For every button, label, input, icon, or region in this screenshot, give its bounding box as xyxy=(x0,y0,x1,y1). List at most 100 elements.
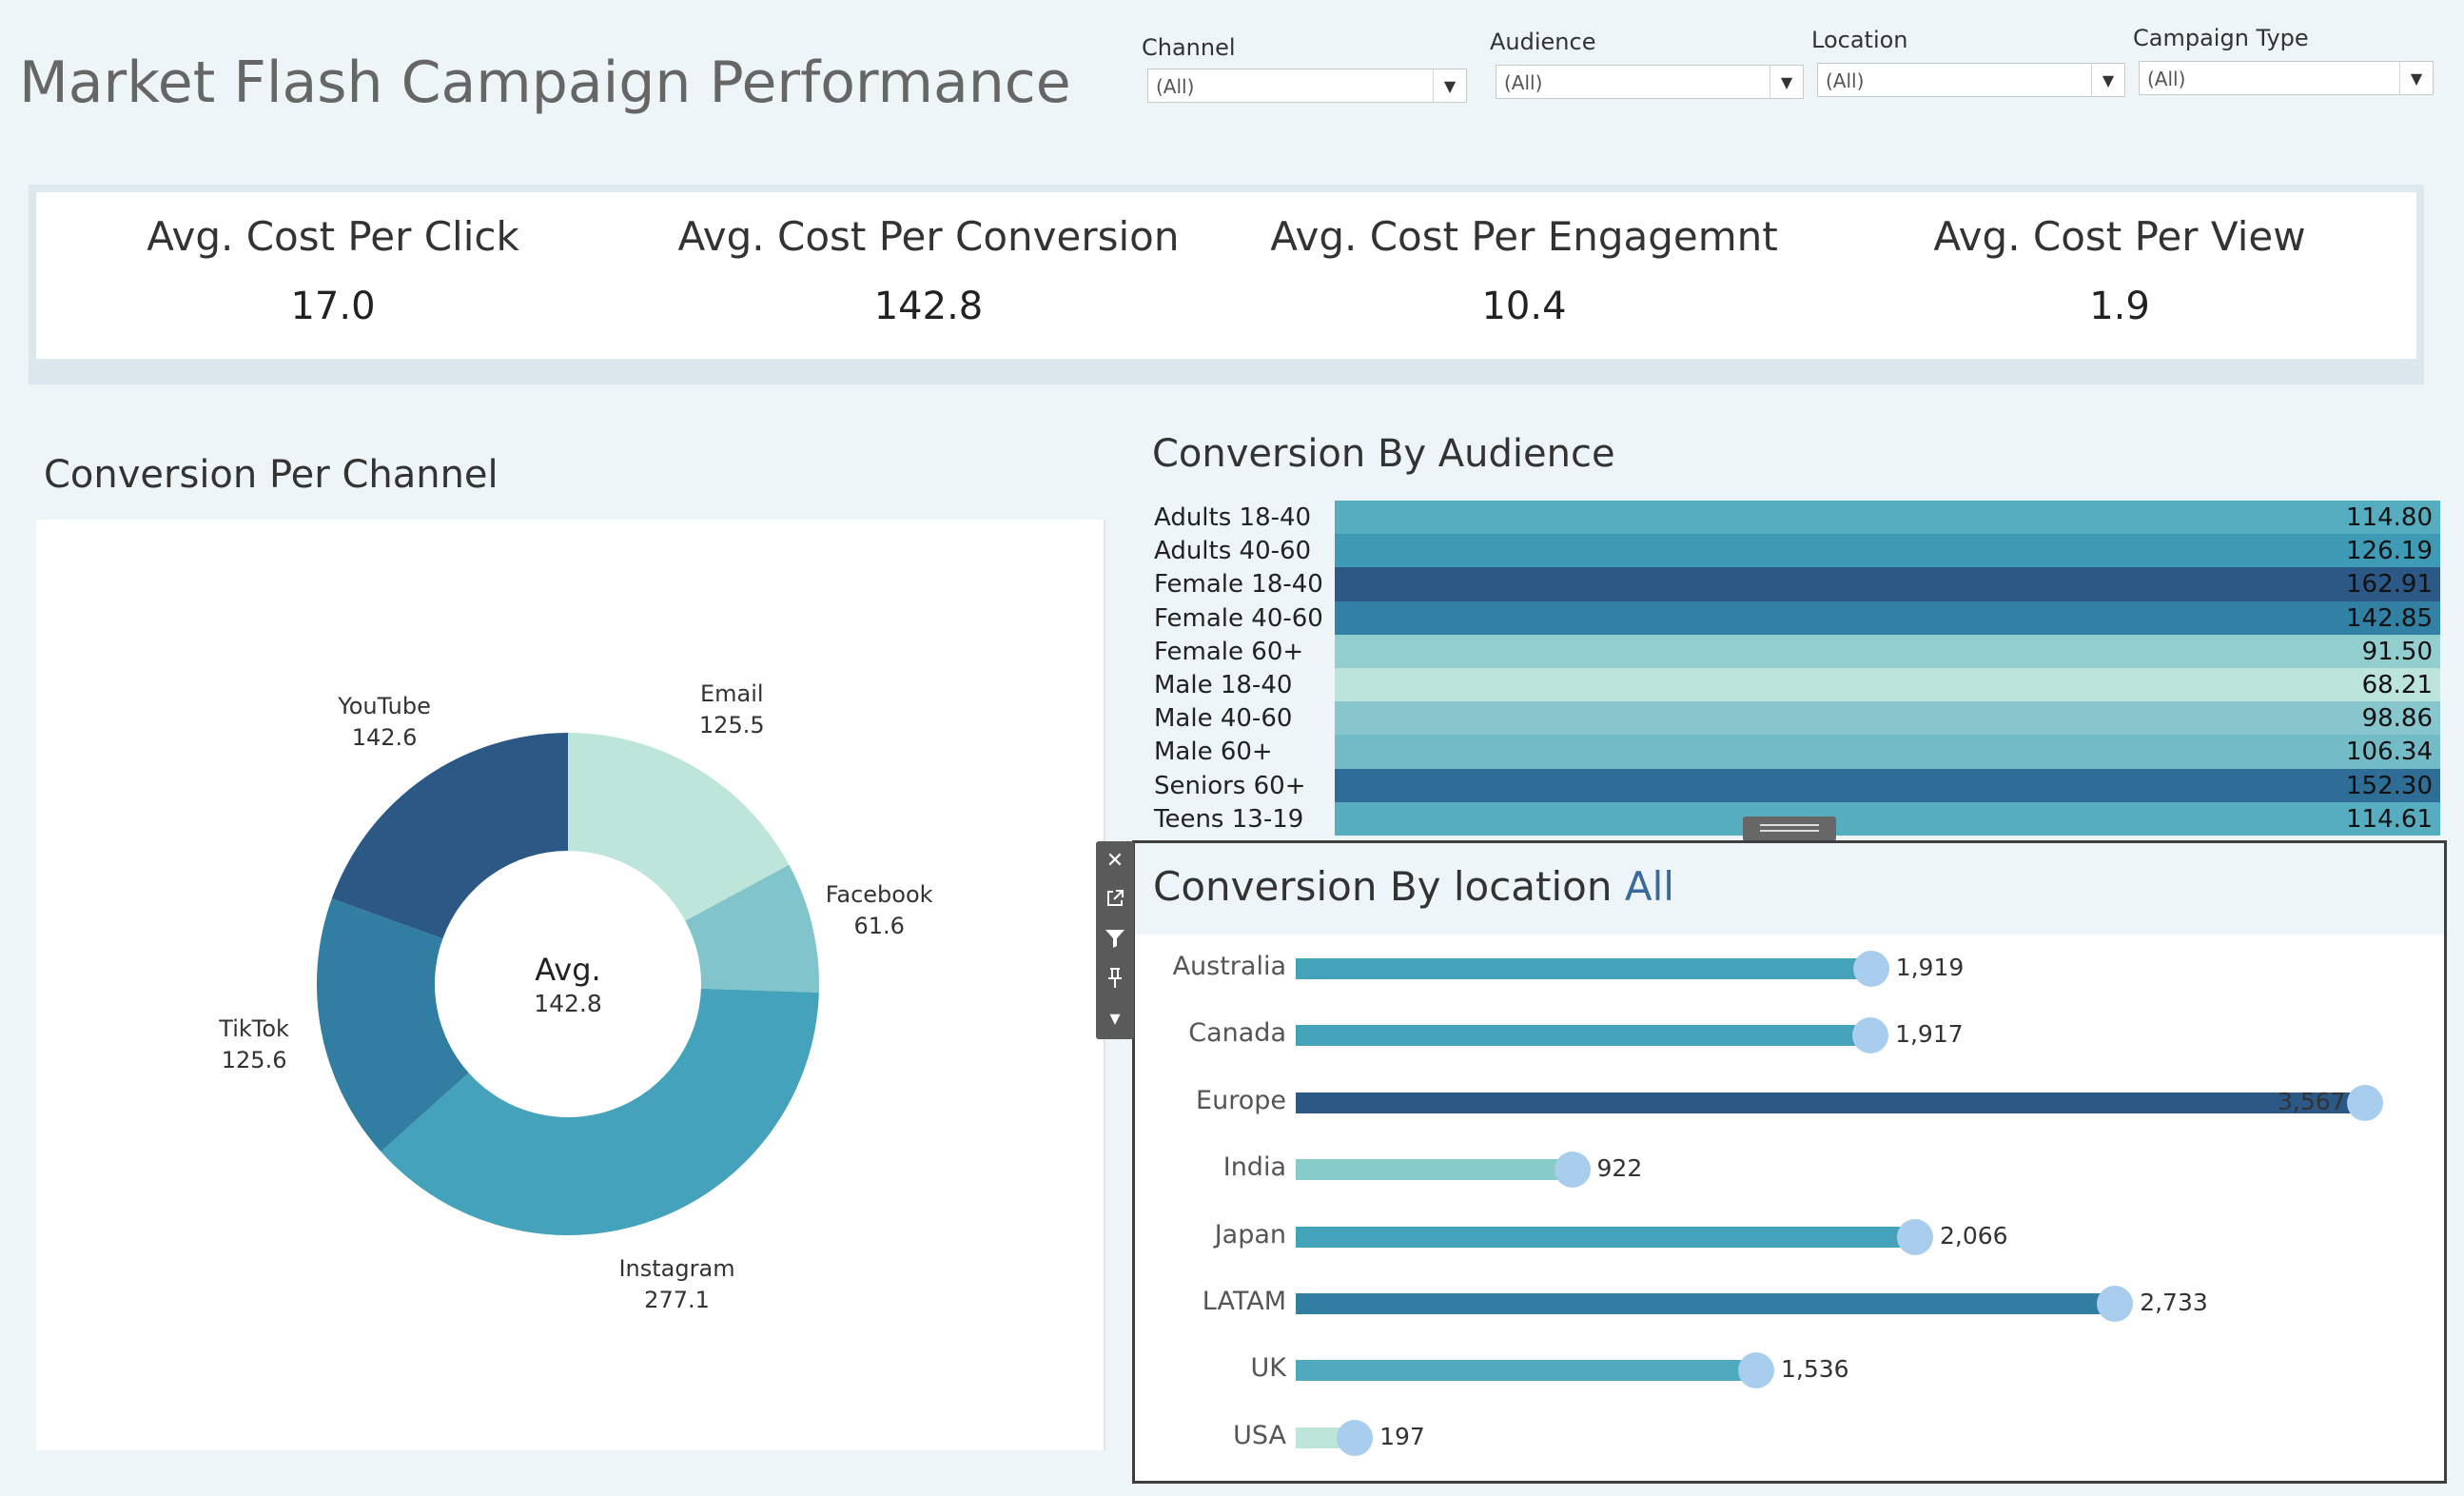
heatmap-row-label: Male 40-60 xyxy=(1154,704,1293,734)
filter-dropdown-campaign-type[interactable]: (All) ▼ xyxy=(2139,61,2434,95)
donut-label-facebook: Facebook 61.6 xyxy=(803,879,955,942)
donut-label-tiktok: TikTok 125.6 xyxy=(178,1014,330,1076)
location-bar-india[interactable] xyxy=(1296,1159,1573,1181)
pin-icon[interactable] xyxy=(1096,959,1134,997)
heatmap-row[interactable]: Male 18-40 68.21 xyxy=(1144,667,2440,702)
location-value-europe: 3,567 xyxy=(2278,1087,2346,1115)
location-dot-usa[interactable] xyxy=(1337,1419,1374,1456)
filter-label-audience: Audience xyxy=(1490,29,1596,55)
resize-grip[interactable] xyxy=(1743,817,1836,841)
kpi-title: Avg. Cost Per Conversion xyxy=(677,213,1180,260)
kpi-value: 17.0 xyxy=(290,285,376,328)
filter-dropdown-location[interactable]: (All) ▼ xyxy=(1817,63,2125,97)
heatmap-row[interactable]: Male 40-60 98.86 xyxy=(1144,701,2440,736)
location-dot-japan[interactable] xyxy=(1897,1218,1934,1255)
heatmap-cell-value: 162.91 xyxy=(2346,570,2433,600)
heatmap-cell-value: 91.50 xyxy=(2361,637,2433,666)
location-bar-australia[interactable] xyxy=(1296,958,1871,979)
heatmap-cell-seniors-60[interactable]: 152.30 xyxy=(1335,768,2440,802)
slice-label-name: Facebook xyxy=(825,881,933,909)
filter-label-location: Location xyxy=(1811,27,1908,53)
worksheet-toolbar: ✕ ▾ xyxy=(1096,841,1134,1039)
chevron-down-icon[interactable]: ▼ xyxy=(2399,62,2433,94)
heatmap-row[interactable]: Female 60+ 91.50 xyxy=(1144,634,2440,668)
kpi-value: 1.9 xyxy=(2089,285,2150,328)
location-bar-latam[interactable] xyxy=(1296,1293,2116,1314)
filter-label-campaign-type: Campaign Type xyxy=(2133,25,2309,51)
location-dot-india[interactable] xyxy=(1554,1152,1591,1189)
slice-label-name: Email xyxy=(699,679,764,707)
location-label-europe: Europe xyxy=(1196,1085,1286,1115)
location-label-australia: Australia xyxy=(1172,952,1286,981)
heatmap-row[interactable]: Adults 18-40 114.80 xyxy=(1144,501,2440,535)
kpi-cost-per-conversion: Avg. Cost Per Conversion 142.8 xyxy=(634,213,1223,328)
location-title-text: Conversion By location xyxy=(1153,863,1625,910)
close-icon[interactable]: ✕ xyxy=(1105,848,1124,873)
heatmap-row[interactable]: Male 60+ 106.34 xyxy=(1144,735,2440,769)
heatmap-cell-female-40-60[interactable]: 142.85 xyxy=(1335,600,2440,635)
heatmap-cell-value: 106.34 xyxy=(2346,738,2433,767)
filter-dropdown-audience[interactable]: (All) ▼ xyxy=(1496,65,1804,99)
heatmap-cell-adults-18-40[interactable]: 114.80 xyxy=(1335,501,2440,535)
location-bar-uk[interactable] xyxy=(1296,1360,1756,1382)
kpi-cost-per-click: Avg. Cost Per Click 17.0 xyxy=(38,213,628,328)
heatmap-row[interactable]: Teens 13-19 114.61 xyxy=(1144,801,2440,836)
location-bar-canada[interactable] xyxy=(1296,1025,1871,1047)
kpi-title: Avg. Cost Per Click xyxy=(147,213,519,260)
chevron-down-icon[interactable]: ▼ xyxy=(1770,66,1803,98)
heatmap-cell-female-60[interactable]: 91.50 xyxy=(1335,634,2440,668)
location-value-india: 922 xyxy=(1596,1154,1643,1183)
heatmap-row-label: Adults 40-60 xyxy=(1154,537,1312,566)
location-bar-europe[interactable] xyxy=(1296,1092,2365,1113)
heatmap-row[interactable]: Seniors 60+ 152.30 xyxy=(1144,768,2440,802)
slice-label-value: 61.6 xyxy=(853,913,905,940)
kpi-cost-per-view: Avg. Cost Per View 1.9 xyxy=(1825,213,2415,328)
open-external-icon[interactable] xyxy=(1096,879,1134,917)
location-dot-canada[interactable] xyxy=(1852,1017,1889,1054)
donut-slice-tiktok[interactable] xyxy=(317,898,469,1152)
donut-slice-youtube[interactable] xyxy=(331,733,568,939)
location-dot-uk[interactable] xyxy=(1738,1352,1774,1389)
location-dot-australia[interactable] xyxy=(1852,951,1889,987)
heatmap-row-label: Male 60+ xyxy=(1154,738,1273,767)
heatmap-row-label: Male 18-40 xyxy=(1154,670,1293,699)
filter-icon[interactable] xyxy=(1096,919,1134,957)
heatmap-cell-male-40-60[interactable]: 98.86 xyxy=(1335,701,2440,736)
donut-center-value: 142.8 xyxy=(534,990,602,1017)
heatmap-cell-adults-40-60[interactable]: 126.19 xyxy=(1335,534,2440,568)
location-label-canada: Canada xyxy=(1188,1018,1286,1049)
slice-label-name: TikTok xyxy=(219,1014,289,1042)
location-dot-latam[interactable] xyxy=(2097,1286,2134,1322)
location-label-usa: USA xyxy=(1233,1420,1286,1450)
heatmap-cell-teens-13-19[interactable]: 114.61 xyxy=(1335,801,2440,836)
kpi-title: Avg. Cost Per Engagemnt xyxy=(1270,213,1778,260)
kpi-title: Avg. Cost Per View xyxy=(1933,213,2306,260)
donut-slice-instagram[interactable] xyxy=(381,988,819,1235)
filter-value-campaign-type: (All) xyxy=(2147,68,2186,90)
heatmap-row[interactable]: Adults 40-60 126.19 xyxy=(1144,534,2440,568)
heatmap-cell-female-18-40[interactable]: 162.91 xyxy=(1335,567,2440,601)
filter-label-channel: Channel xyxy=(1142,34,1236,61)
heatmap-row-label: Female 18-40 xyxy=(1154,570,1323,600)
heatmap-row-label: Teens 13-19 xyxy=(1154,804,1304,834)
kpi-cost-per-engagement: Avg. Cost Per Engagemnt 10.4 xyxy=(1229,213,1819,328)
donut-label-youtube: YouTube 142.6 xyxy=(308,691,460,754)
donut-slice-facebook[interactable] xyxy=(685,864,820,994)
heatmap-cell-value: 114.61 xyxy=(2346,804,2433,834)
donut-slice-email[interactable] xyxy=(568,733,790,921)
location-dot-europe[interactable] xyxy=(2347,1084,2383,1121)
heatmap-row[interactable]: Female 40-60 142.85 xyxy=(1144,600,2440,635)
heatmap-row-label: Female 40-60 xyxy=(1154,603,1323,633)
heatmap-row[interactable]: Female 18-40 162.91 xyxy=(1144,567,2440,601)
heatmap-cell-male-18-40[interactable]: 68.21 xyxy=(1335,667,2440,702)
more-options-icon[interactable]: ▾ xyxy=(1109,1006,1121,1031)
chevron-down-icon[interactable]: ▼ xyxy=(2091,64,2124,96)
location-title-accent: All xyxy=(1624,863,1674,910)
heatmap-cell-value: 152.30 xyxy=(2346,771,2433,800)
slice-label-name: YouTube xyxy=(338,692,431,719)
filter-dropdown-channel[interactable]: (All) ▼ xyxy=(1147,69,1467,103)
chevron-down-icon[interactable]: ▼ xyxy=(1433,69,1466,102)
donut-center-label: Avg. xyxy=(535,952,601,988)
location-bar-japan[interactable] xyxy=(1296,1226,1916,1248)
heatmap-cell-male-60[interactable]: 106.34 xyxy=(1335,735,2440,769)
